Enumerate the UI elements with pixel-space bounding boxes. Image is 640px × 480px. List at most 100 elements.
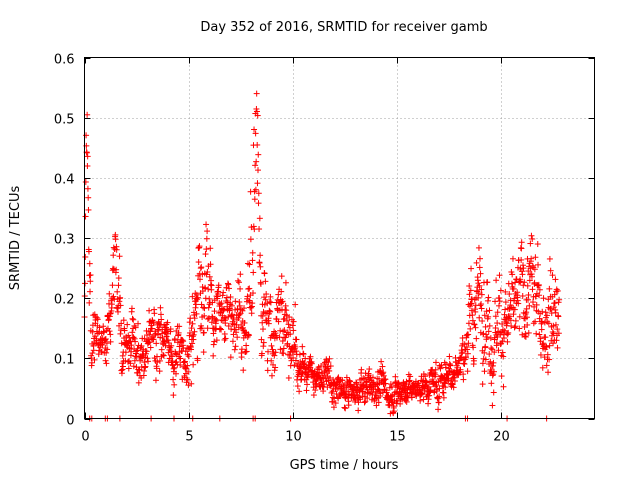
data-point <box>536 292 543 299</box>
data-point <box>523 305 530 312</box>
data-point <box>329 398 336 405</box>
data-point <box>85 194 92 201</box>
data-point <box>192 290 199 297</box>
x-tick-label: 0 <box>81 430 89 445</box>
data-point <box>196 243 203 250</box>
data-point <box>531 266 538 273</box>
data-point <box>551 300 558 307</box>
data-point <box>492 325 499 332</box>
data-point <box>196 276 203 283</box>
data-point <box>489 372 496 379</box>
data-point <box>154 359 161 366</box>
data-point <box>257 263 264 270</box>
data-point <box>326 375 333 382</box>
data-point <box>496 298 503 305</box>
data-point <box>165 349 172 356</box>
data-point <box>101 328 108 335</box>
data-point <box>190 331 197 338</box>
data-point <box>130 334 137 341</box>
data-point <box>520 265 527 272</box>
data-point <box>150 319 157 326</box>
data-point <box>375 399 382 406</box>
data-point <box>138 374 145 381</box>
data-point <box>122 349 129 356</box>
data-point <box>543 344 550 351</box>
data-points <box>81 90 563 422</box>
data-point <box>467 300 474 307</box>
data-point <box>279 298 286 305</box>
data-point <box>476 264 483 271</box>
data-point <box>318 363 325 370</box>
data-point <box>109 282 116 289</box>
data-point <box>146 307 153 314</box>
data-point <box>107 338 114 345</box>
data-point <box>149 325 156 332</box>
data-point <box>518 256 525 263</box>
data-point <box>119 363 126 370</box>
data-point <box>502 299 509 306</box>
data-point <box>272 349 279 356</box>
data-point <box>325 359 332 366</box>
data-point <box>551 291 558 298</box>
data-point <box>188 346 195 353</box>
data-point <box>498 373 505 380</box>
data-point <box>484 334 491 341</box>
data-point <box>495 302 502 309</box>
data-point <box>117 330 124 337</box>
data-point <box>234 334 241 341</box>
data-point <box>227 293 234 300</box>
data-point <box>299 370 306 377</box>
data-point <box>326 355 333 362</box>
data-point <box>438 362 445 369</box>
data-point <box>442 361 449 368</box>
data-point <box>253 105 260 112</box>
data-point <box>460 376 467 383</box>
data-point <box>238 346 245 353</box>
data-point <box>341 404 348 411</box>
data-point <box>144 355 151 362</box>
data-point <box>267 308 274 315</box>
data-point <box>447 362 454 369</box>
data-point <box>546 356 553 363</box>
data-point <box>299 343 306 350</box>
data-point <box>106 290 113 297</box>
data-point <box>132 324 139 331</box>
data-point <box>287 331 294 338</box>
data-point <box>485 313 492 320</box>
data-point <box>425 400 432 407</box>
data-point <box>403 398 410 405</box>
data-point <box>521 279 528 286</box>
data-point <box>516 325 523 332</box>
data-point <box>105 316 112 323</box>
data-point <box>504 338 511 345</box>
data-point <box>320 381 327 388</box>
data-point <box>486 322 493 329</box>
data-point <box>118 367 125 374</box>
data-point <box>361 399 368 406</box>
data-point <box>228 302 235 309</box>
data-point <box>511 295 518 302</box>
data-point <box>388 384 395 391</box>
data-point <box>464 346 471 353</box>
data-point <box>464 350 471 357</box>
data-point <box>180 338 187 345</box>
data-point <box>259 319 266 326</box>
data-point <box>244 260 251 267</box>
data-point <box>524 321 531 328</box>
data-point <box>526 277 533 284</box>
data-point <box>116 253 123 260</box>
data-point <box>146 339 153 346</box>
data-point <box>465 340 472 347</box>
data-point <box>94 316 101 323</box>
data-point <box>466 291 473 298</box>
data-point <box>186 329 193 336</box>
data-point <box>256 226 263 233</box>
data-point <box>484 297 491 304</box>
data-point <box>234 277 241 284</box>
data-point <box>185 382 192 389</box>
data-point <box>128 342 135 349</box>
data-point <box>130 363 137 370</box>
data-point <box>237 306 244 313</box>
data-point <box>118 340 125 347</box>
data-point <box>277 346 284 353</box>
